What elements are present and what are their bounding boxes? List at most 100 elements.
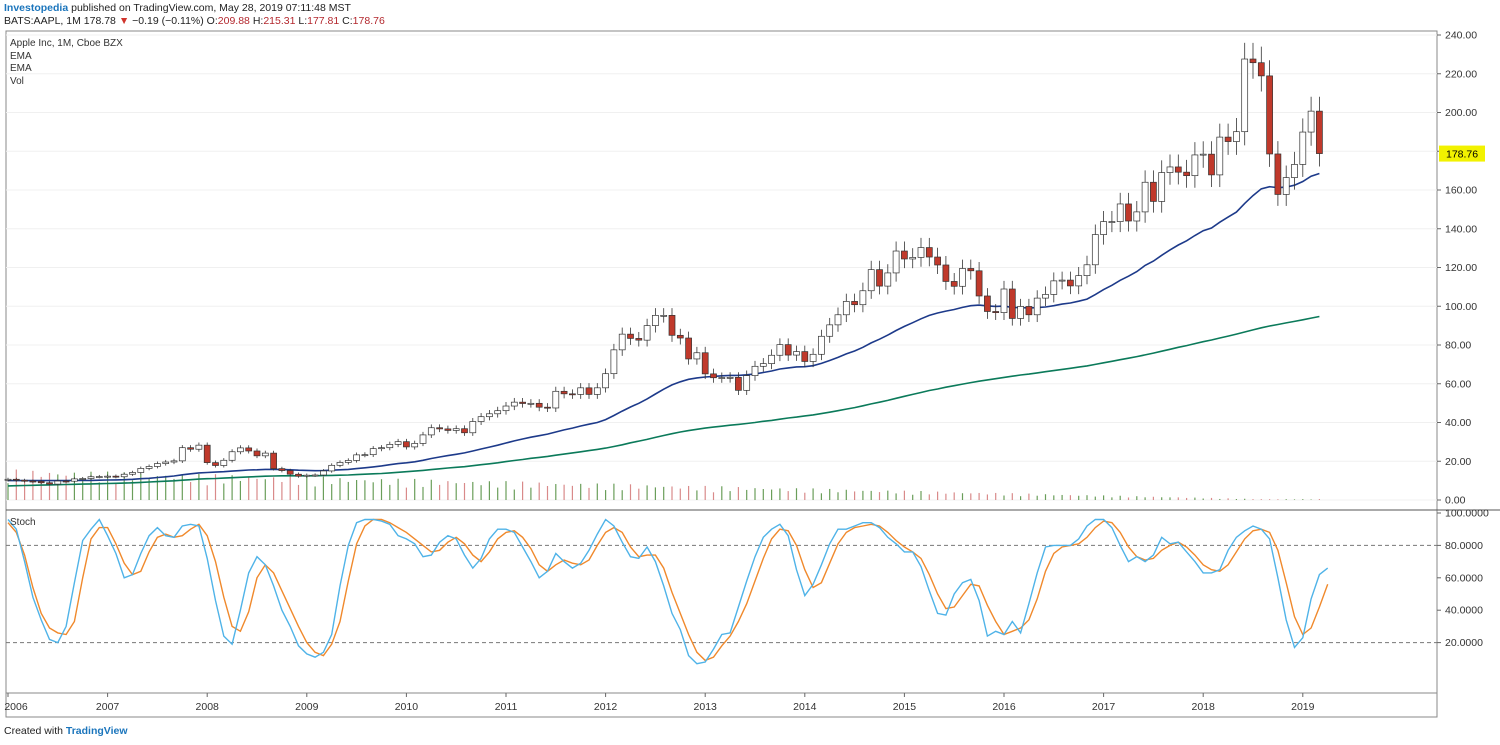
- candle-body: [187, 447, 194, 450]
- chart-header: Investopedia published on TradingView.co…: [4, 2, 385, 28]
- candle-body: [1025, 306, 1033, 316]
- candle-body: [984, 295, 991, 312]
- candle-body: [54, 480, 62, 485]
- candle-body: [1291, 164, 1298, 178]
- candle-body: [270, 452, 277, 469]
- created-with-label: Created with: [4, 725, 63, 737]
- candle-body: [469, 421, 477, 434]
- candle-body: [1075, 275, 1083, 287]
- candle-body: [1249, 58, 1257, 64]
- candle-body: [1017, 306, 1024, 319]
- price-tick-label: 40.00: [1445, 417, 1471, 429]
- time-tick-label: 2016: [992, 701, 1016, 713]
- publisher-name[interactable]: Investopedia: [4, 2, 69, 14]
- time-tick-label: 2011: [495, 701, 518, 713]
- candle-body: [4, 478, 12, 481]
- candle-body: [1158, 172, 1166, 202]
- candle-body: [693, 352, 701, 360]
- volume-label[interactable]: Vol: [10, 75, 24, 87]
- candle-body: [925, 247, 933, 258]
- candle-body: [245, 447, 253, 452]
- price-tick-label: 140.00: [1445, 223, 1477, 235]
- instrument-title[interactable]: Apple Inc, 1M, Cboe BZX: [10, 38, 123, 49]
- candle-body: [228, 451, 236, 461]
- candle-body: [328, 464, 336, 472]
- candle-body: [801, 351, 809, 362]
- candle-body: [842, 301, 850, 316]
- candle-body: [1282, 177, 1290, 195]
- candle-body: [178, 447, 186, 462]
- time-tick-label: 2019: [1291, 701, 1315, 713]
- candle-body: [751, 365, 759, 376]
- candle-body: [768, 354, 775, 364]
- tradingview-logo-text[interactable]: TradingView: [65, 725, 128, 737]
- time-tick-label: 2018: [1192, 701, 1216, 713]
- candle-body: [1141, 181, 1149, 213]
- candle-body: [195, 444, 203, 450]
- candle-body: [685, 337, 692, 360]
- candle-body: [444, 428, 452, 431]
- last-price-tag: [1439, 145, 1485, 162]
- stoch-d-line: [7, 518, 1329, 662]
- candle-body: [1008, 288, 1016, 319]
- candle-body: [162, 461, 170, 464]
- candle-body: [1166, 166, 1174, 173]
- ema-slow-label[interactable]: EMA: [10, 63, 32, 74]
- candle-body: [710, 373, 717, 379]
- price-tick-label: 160.00: [1445, 185, 1477, 197]
- down-arrow-icon: ▼: [118, 15, 130, 27]
- candle-body: [1133, 211, 1141, 222]
- candle-body: [203, 444, 211, 463]
- last-price-tag-label: 178.76: [1446, 149, 1478, 161]
- candle-body: [1108, 221, 1116, 223]
- ema-fast-line: [8, 172, 1320, 482]
- candle-body: [320, 470, 327, 476]
- low-value: 177.81: [307, 15, 340, 27]
- candle-body: [1233, 131, 1240, 142]
- symbol-label: BATS:AAPL, 1M: [4, 15, 81, 27]
- stoch-k-line: [7, 518, 1329, 665]
- candle-body: [1091, 234, 1099, 266]
- open-label: O:: [206, 15, 218, 27]
- candle-body: [726, 377, 734, 379]
- high-value: 215.31: [263, 15, 296, 27]
- candle-body: [1033, 297, 1041, 316]
- candle-body: [1224, 136, 1232, 142]
- time-tick-label: 2014: [793, 701, 817, 713]
- candle-body: [477, 416, 485, 422]
- candle-body: [46, 482, 53, 485]
- candle-body: [818, 335, 825, 355]
- candle-body: [992, 311, 1000, 313]
- time-tick-label: 2013: [694, 701, 718, 713]
- candle-body: [859, 290, 867, 306]
- time-tick-label: 2015: [893, 701, 917, 713]
- last-price: 178.78: [83, 15, 116, 27]
- candle-body: [486, 413, 493, 418]
- candle-body: [145, 466, 153, 469]
- candle-body: [461, 428, 468, 434]
- candle-body: [1067, 279, 1074, 287]
- stoch-legend-label[interactable]: Stoch: [10, 517, 36, 528]
- candle-body: [917, 247, 925, 258]
- ema-fast-label[interactable]: EMA: [10, 50, 32, 62]
- ema-slow-line: [7, 315, 1320, 487]
- candle-body: [1100, 221, 1107, 235]
- candle-body: [652, 315, 659, 326]
- candle-body: [1150, 181, 1157, 202]
- plot-border: [5, 30, 1438, 718]
- candle-body: [494, 410, 502, 415]
- candle-body: [369, 448, 377, 456]
- candle-body: [336, 462, 344, 466]
- candle-body: [552, 390, 560, 409]
- time-tick-label: 2006: [4, 701, 28, 713]
- candle-body: [427, 427, 435, 436]
- candle-body: [1000, 288, 1008, 313]
- candle-body: [826, 324, 834, 337]
- candle-body: [876, 269, 883, 287]
- candle-body: [867, 269, 875, 292]
- candle-body: [975, 270, 983, 297]
- candle-body: [784, 344, 792, 356]
- candle-body: [261, 452, 269, 457]
- candle-body: [934, 256, 941, 266]
